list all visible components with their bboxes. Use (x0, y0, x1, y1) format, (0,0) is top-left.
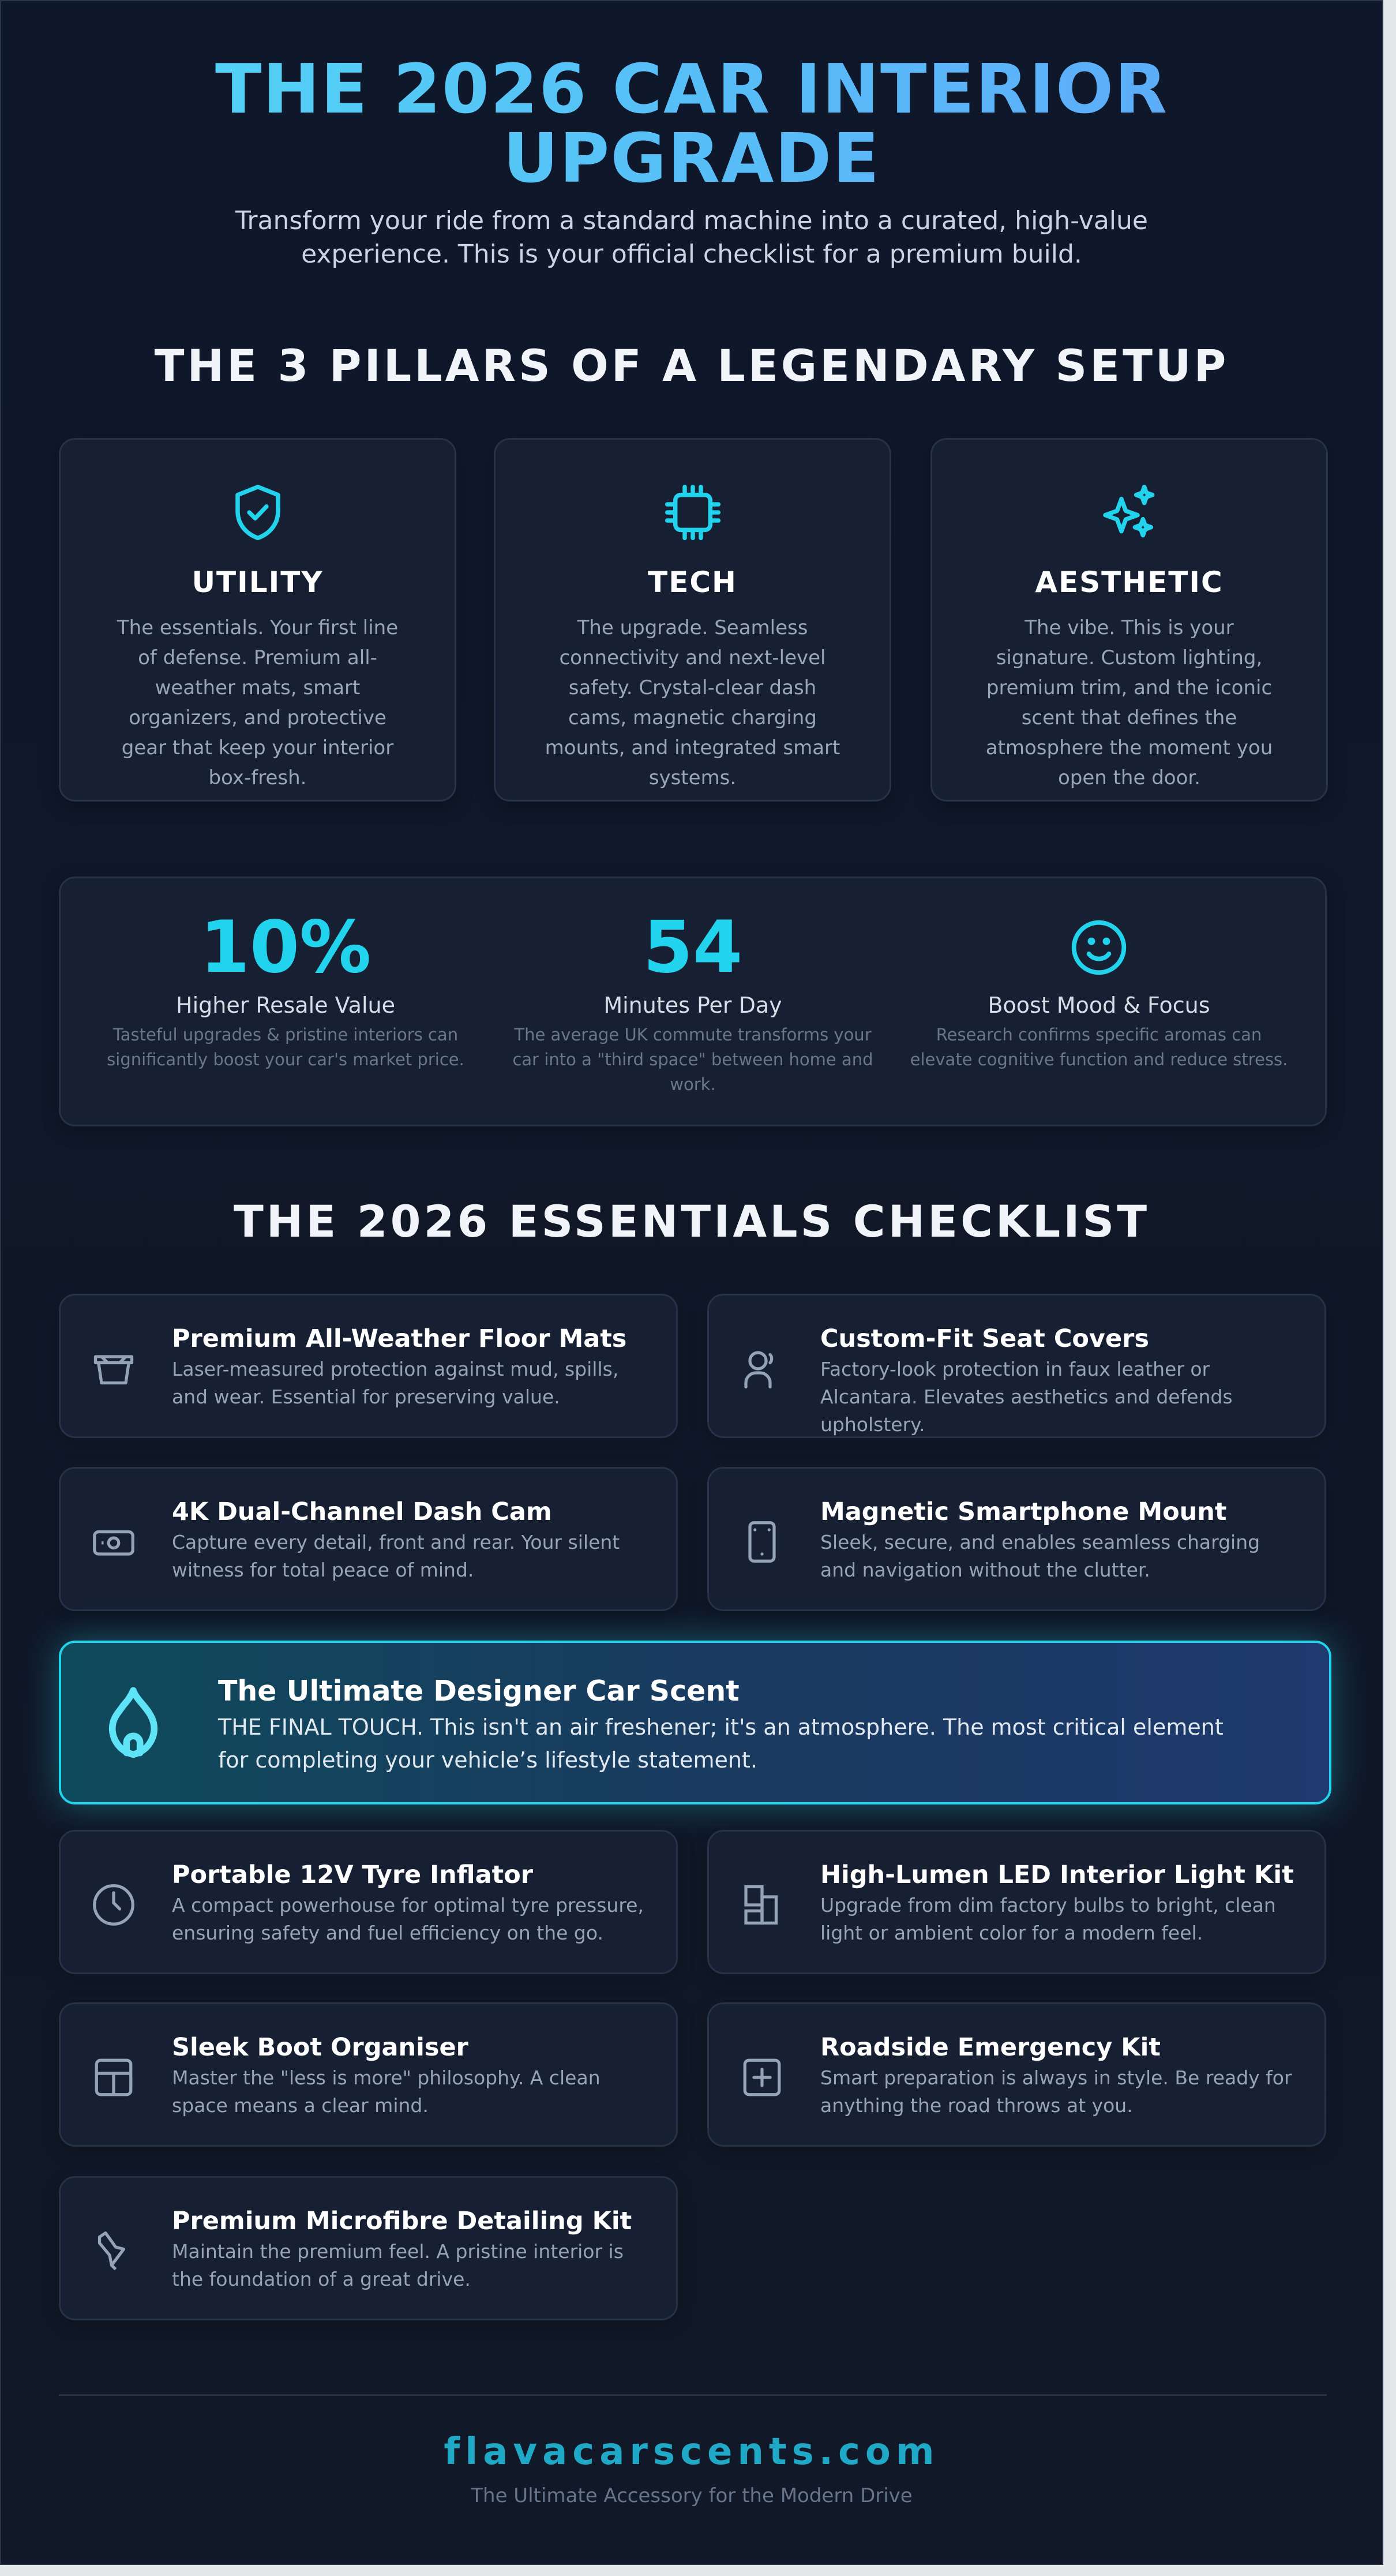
plus-square-icon (743, 2058, 781, 2096)
stat-resale: 10% Higher Resale Value Tasteful upgrade… (95, 907, 476, 1072)
stat-label: Minutes Per Day (603, 993, 782, 1018)
item-desc: Laser-measured protection against mud, s… (172, 1358, 619, 1408)
grid-box-icon (95, 2058, 133, 2096)
item-desc: Master the "less is more" philosophy. A … (172, 2066, 601, 2117)
item-desc: Maintain the premium feel. A pristine in… (172, 2240, 624, 2290)
pillar-desc: The upgrade. Seamless connectivity and n… (545, 616, 840, 789)
checklist-item: Portable 12V Tyre Inflator A compact pow… (59, 1830, 678, 1974)
item-desc: Upgrade from dim factory bulbs to bright… (820, 1894, 1276, 1944)
stat-desc: Tasteful upgrades & pristine interiors c… (107, 1025, 464, 1069)
pillar-card-aesthetic: AESTHETIC The vibe. This is your signatu… (930, 438, 1328, 802)
item-title: Custom-Fit Seat Covers (820, 1324, 1149, 1353)
featured-title: The Ultimate Designer Car Scent (218, 1675, 740, 1708)
pillar-card-tech: TECH The upgrade. Seamless connectivity … (494, 438, 891, 802)
checklist-item: Premium Microfibre Detailing Kit Maintai… (59, 2176, 678, 2320)
checklist-item: Sleek Boot Organiser Master the "less is… (59, 2002, 678, 2147)
layout-blocks-icon (744, 1885, 778, 1925)
item-desc: A compact powerhouse for optimal tyre pr… (172, 1894, 644, 1944)
featured-item-car-scent: The Ultimate Designer Car Scent THE FINA… (59, 1641, 1331, 1804)
stat-desc: Research confirms specific aromas can el… (910, 1025, 1288, 1069)
stat-mood: Boost Mood & Focus Research confirms spe… (909, 907, 1289, 1072)
item-title: Magnetic Smartphone Mount (820, 1497, 1227, 1526)
item-desc: Capture every detail, front and rear. Yo… (172, 1531, 620, 1581)
pillar-desc: The vibe. This is your signature. Custom… (985, 616, 1273, 789)
cpu-chip-icon (665, 484, 720, 541)
item-title: High-Lumen LED Interior Light Kit (820, 1860, 1294, 1889)
gauge-icon (93, 1884, 134, 1926)
checklist-item: Custom-Fit Seat Covers Factory-look prot… (707, 1294, 1326, 1438)
brush-icon (97, 2231, 126, 2271)
checklist-item: 4K Dual-Channel Dash Cam Capture every d… (59, 1467, 678, 1611)
footer-tagline: The Ultimate Accessory for the Modern Dr… (471, 2484, 913, 2507)
stat-value: 10% (200, 906, 371, 989)
basket-icon (93, 1355, 134, 1385)
smartphone-icon (748, 1521, 776, 1563)
pillars-heading: THE 3 PILLARS OF A LEGENDARY SETUP (154, 340, 1229, 391)
page-title: THE 2026 CAR INTERIOR UPGRADE (1, 54, 1382, 193)
pillar-card-utility: UTILITY The essentials. Your first line … (59, 438, 456, 802)
title-line-2: UPGRADE (503, 118, 880, 198)
pillar-title: TECH (648, 566, 737, 599)
pillar-title: UTILITY (192, 566, 324, 599)
stat-desc: The average UK commute transforms your c… (512, 1025, 873, 1094)
footer-divider (59, 2394, 1327, 2396)
checklist-item: High-Lumen LED Interior Light Kit Upgrad… (707, 1830, 1326, 1974)
shield-check-icon (235, 484, 280, 541)
item-title: Premium Microfibre Detailing Kit (172, 2207, 632, 2236)
item-title: Roadside Emergency Kit (820, 2033, 1161, 2062)
checklist-item: Magnetic Smartphone Mount Sleek, secure,… (707, 1467, 1326, 1611)
item-title: Sleek Boot Organiser (172, 2033, 468, 2062)
footer-domain-link[interactable]: flavacarscents.com (444, 2431, 940, 2473)
pillar-title: AESTHETIC (1035, 566, 1224, 599)
smile-icon (1071, 920, 1127, 975)
checklist-heading: THE 2026 ESSENTIALS CHECKLIST (233, 1196, 1150, 1247)
page-subtitle: Transform your ride from a standard mach… (235, 206, 1148, 269)
featured-desc: THE FINAL TOUCH. This isn't an air fresh… (218, 1714, 1224, 1773)
title-line-1: THE 2026 CAR INTERIOR (215, 49, 1168, 129)
stat-label: Higher Resale Value (176, 993, 395, 1018)
flame-drop-icon (108, 1687, 158, 1758)
item-title: Premium All-Weather Floor Mats (172, 1324, 627, 1353)
user-icon (744, 1351, 774, 1389)
item-desc: Factory-look protection in faux leather … (820, 1358, 1233, 1436)
stat-commute: 54 Minutes Per Day The average UK commut… (502, 907, 883, 1097)
item-title: Portable 12V Tyre Inflator (172, 1860, 533, 1889)
item-desc: Smart preparation is always in style. Be… (820, 2066, 1292, 2117)
pillar-desc: The essentials. Your first line of defen… (117, 616, 399, 789)
item-title: 4K Dual-Channel Dash Cam (172, 1497, 552, 1526)
checklist-item: Roadside Emergency Kit Smart preparation… (707, 2002, 1326, 2147)
camera-icon (93, 1530, 134, 1556)
stats-panel: 10% Higher Resale Value Tasteful upgrade… (59, 877, 1327, 1126)
stat-value: 54 (643, 906, 743, 989)
item-desc: Sleek, secure, and enables seamless char… (820, 1531, 1260, 1581)
sparkles-icon (1102, 484, 1154, 538)
stat-icon-wrap (909, 907, 1289, 988)
stat-label: Boost Mood & Focus (988, 993, 1210, 1018)
checklist-item: Premium All-Weather Floor Mats Laser-mea… (59, 1294, 678, 1438)
